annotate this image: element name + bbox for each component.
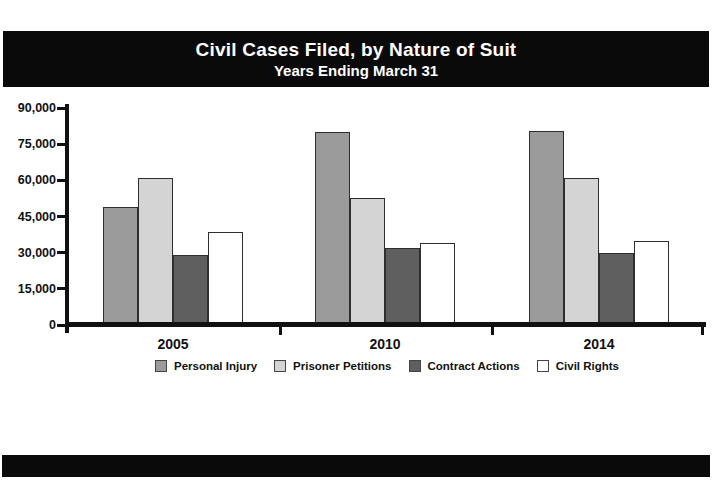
y-axis-tick	[57, 107, 66, 110]
y-axis-tick-label: 90,000	[0, 100, 56, 116]
bar-civil-rights-2005	[208, 232, 243, 325]
legend-label: Prisoner Petitions	[293, 360, 391, 372]
y-axis-tick	[57, 179, 66, 182]
legend-item-civil-rights: Civil Rights	[537, 360, 619, 372]
legend-swatch-civil-rights	[537, 360, 549, 372]
y-axis	[65, 104, 69, 333]
y-axis-tick-label: 0	[0, 317, 56, 333]
legend-label: Civil Rights	[556, 360, 619, 372]
y-axis-tick	[57, 287, 66, 290]
x-category-label: 2005	[103, 336, 243, 352]
bar-chart: 0 15,000 30,000 45,000 60,000 75,000 90,000 200…	[0, 0, 712, 480]
y-axis-tick	[57, 215, 66, 218]
legend-label: Personal Injury	[174, 360, 257, 372]
page: Civil Cases Filed, by Nature of Suit Yea…	[0, 0, 712, 480]
x-category-label: 2014	[529, 336, 669, 352]
bar-prisoner-petitions-2005	[138, 178, 173, 325]
bar-civil-rights-2014	[634, 241, 669, 325]
bar-prisoner-petitions-2014	[564, 178, 599, 325]
y-axis-tick	[57, 251, 66, 254]
legend-label: Contract Actions	[428, 360, 520, 372]
bar-personal-injury-2005	[103, 207, 138, 325]
legend-item-personal-injury: Personal Injury	[155, 360, 257, 372]
bar-personal-injury-2010	[315, 132, 350, 325]
bar-contract-actions-2005	[173, 255, 208, 325]
x-axis-tick	[491, 327, 494, 335]
y-axis-tick-label: 45,000	[0, 209, 56, 225]
x-axis-tick	[279, 327, 282, 335]
bar-civil-rights-2010	[420, 243, 455, 325]
bar-prisoner-petitions-2010	[350, 198, 385, 325]
y-axis-tick-label: 15,000	[0, 281, 56, 297]
legend-swatch-contract-actions	[409, 360, 421, 372]
bar-personal-injury-2014	[529, 131, 564, 325]
y-axis-tick	[57, 324, 66, 327]
bar-contract-actions-2010	[385, 248, 420, 325]
x-category-label: 2010	[315, 336, 455, 352]
y-axis-tick-label: 75,000	[0, 136, 56, 152]
bottom-black-band	[2, 455, 710, 477]
legend-item-contract-actions: Contract Actions	[409, 360, 520, 372]
y-axis-tick	[57, 143, 66, 146]
bar-contract-actions-2014	[599, 253, 634, 325]
legend: Personal Injury Prisoner Petitions Contrac…	[67, 360, 707, 372]
legend-item-prisoner-petitions: Prisoner Petitions	[274, 360, 391, 372]
y-axis-tick-label: 60,000	[0, 172, 56, 188]
legend-swatch-prisoner-petitions	[274, 360, 286, 372]
y-axis-tick-label: 30,000	[0, 245, 56, 261]
legend-swatch-personal-injury	[155, 360, 167, 372]
x-axis	[65, 322, 706, 327]
x-axis-tick	[701, 327, 704, 335]
